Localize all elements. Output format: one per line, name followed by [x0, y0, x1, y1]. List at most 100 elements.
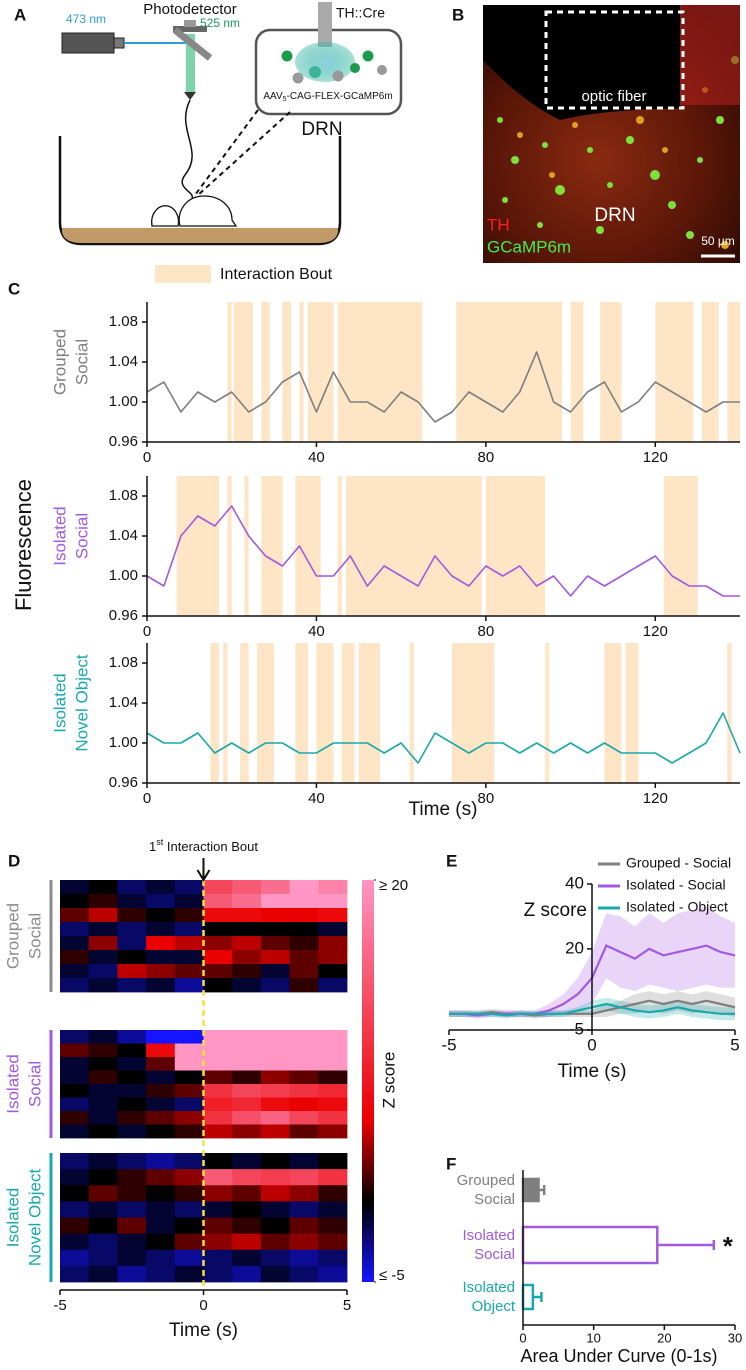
heat-cell: [232, 1201, 262, 1218]
y-axis-label: Z score: [524, 900, 587, 921]
label: AAV: [263, 91, 283, 102]
y-tick-label: 1.00: [109, 393, 138, 410]
x-tick-label: 10: [586, 1330, 600, 1345]
heat-cell: [88, 1201, 118, 1218]
heat-cell: [146, 880, 176, 895]
heat-cell: [60, 894, 90, 909]
heat-cell: [203, 1030, 233, 1044]
heat-cell: [203, 1249, 233, 1267]
heat-cell: [117, 1043, 147, 1058]
heat-cell: [60, 978, 90, 993]
heat-cell: [174, 1233, 204, 1251]
bout: [451, 643, 495, 783]
heat-cell: [88, 1153, 118, 1170]
heat-cell: [232, 922, 262, 937]
heat-cell: [174, 1084, 204, 1098]
heat-cell: [318, 1185, 348, 1202]
panel-labels: A B C D E F: [8, 5, 464, 1173]
heat-cell: [146, 1057, 176, 1071]
heat-cell: [232, 964, 262, 979]
heat-cell: [88, 908, 118, 923]
annotation: Interaction Bout: [163, 839, 258, 854]
bout: [261, 476, 283, 616]
zoom-line: [197, 111, 291, 196]
micrograph: optic fiber DRN TH GCaMP6m 50 µm: [483, 5, 740, 263]
group-label: Grouped: [3, 903, 22, 969]
panel-label: D: [8, 851, 20, 870]
heat-cell: [318, 964, 348, 979]
heat-cell: [318, 1057, 348, 1071]
heat-cell: [260, 964, 290, 979]
heat-cell: [174, 1249, 204, 1267]
heat-cell: [60, 1070, 90, 1085]
heat-cell: [289, 1030, 319, 1044]
trace: [146, 505, 740, 597]
heat-cell: [289, 1233, 319, 1251]
heat-cell: [88, 1097, 118, 1112]
heat-cell: [260, 1030, 290, 1044]
heat-cell: [146, 1124, 176, 1139]
heat-cell: [60, 1043, 90, 1058]
heat-cell: [260, 1043, 290, 1058]
bout: [307, 302, 334, 442]
x-tick-label: 0: [199, 1297, 207, 1314]
heat-cell: [232, 1043, 262, 1058]
heat-cell: [60, 1249, 90, 1267]
heat-cell: [174, 1070, 204, 1085]
heat-cell: [117, 1030, 147, 1044]
y-tick-label: 1.04: [109, 527, 138, 544]
heat-cell: [117, 978, 147, 993]
heat-cell: [88, 936, 118, 951]
heat-cell: [146, 1097, 176, 1112]
heat-cell: [203, 1097, 233, 1112]
heat-cell: [289, 922, 319, 937]
heat-cell: [117, 1201, 147, 1218]
x-tick-label: 80: [478, 449, 495, 466]
label: 50 µm: [701, 234, 735, 248]
x-tick-label: 120: [643, 623, 668, 640]
label: 5: [283, 96, 287, 103]
heat-cell: [232, 1097, 262, 1112]
heat-cell: [289, 894, 319, 909]
heat-cell: [232, 1169, 262, 1186]
heat-cell: [174, 1265, 204, 1283]
heat-cell: [203, 1070, 233, 1085]
heat-cell: [174, 1030, 204, 1044]
heat-cell: [174, 964, 204, 979]
heat-cell: [203, 1111, 233, 1125]
heat-cell: [60, 1233, 90, 1251]
heat-cell: [260, 1153, 290, 1170]
heat-cell: [232, 950, 262, 965]
colorbar-label: ≤ -5: [379, 1267, 405, 1284]
bout: [244, 476, 249, 616]
heat-cell: [117, 1217, 147, 1235]
heat-cell: [117, 1265, 147, 1283]
row-label: Social: [72, 513, 91, 559]
heat-cell: [117, 1249, 147, 1267]
heat-cell: [88, 894, 118, 909]
heat-cell: [174, 936, 204, 951]
heat-cell: [318, 950, 348, 965]
heat-cell: [203, 1153, 233, 1170]
group-label: Social: [25, 913, 44, 959]
heat-cell: [88, 922, 118, 937]
x-tick-label: -5: [441, 1035, 456, 1054]
error-bar: [532, 1292, 543, 1302]
significance: *: [723, 1231, 734, 1261]
bout: [282, 302, 292, 442]
heat-cell: [289, 1185, 319, 1202]
x-tick-label: 120: [643, 449, 668, 466]
heat-cell: [117, 1070, 147, 1085]
heat-cell: [203, 894, 233, 909]
heat-cell: [260, 922, 290, 937]
label: -CAG-FLEX-GCaMP6m: [287, 91, 393, 102]
heat-cell: [174, 1097, 204, 1112]
heat-cell: [260, 1084, 290, 1098]
colorbar: [362, 880, 374, 1282]
heat-cell: [174, 978, 204, 993]
heat-cell: [260, 1097, 290, 1112]
label: DRN: [594, 205, 635, 226]
heat-cell: [203, 1217, 233, 1235]
bout: [337, 476, 342, 616]
bout: [257, 643, 275, 783]
